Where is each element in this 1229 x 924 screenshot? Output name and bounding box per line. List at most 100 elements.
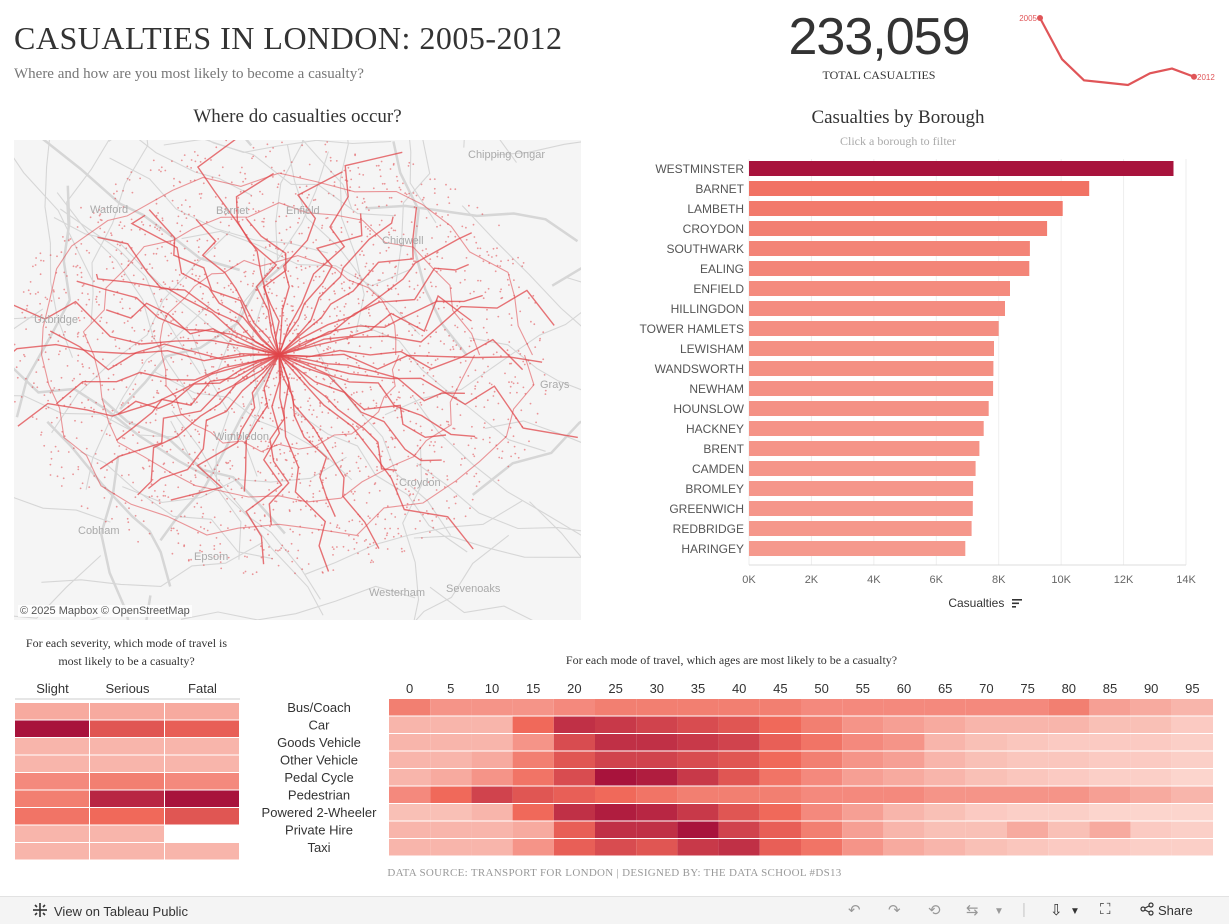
- age-cell[interactable]: [718, 699, 760, 716]
- age-cell[interactable]: [677, 804, 719, 821]
- borough-bar[interactable]: [749, 401, 989, 416]
- age-cell[interactable]: [1048, 699, 1090, 716]
- borough-bar[interactable]: [749, 301, 1005, 316]
- age-cell[interactable]: [1171, 734, 1213, 751]
- mode-row-label[interactable]: Pedal Cycle: [284, 770, 353, 785]
- borough-bar[interactable]: [749, 541, 966, 556]
- age-cell[interactable]: [1130, 734, 1172, 751]
- severity-cell[interactable]: [15, 790, 89, 808]
- age-cell[interactable]: [553, 751, 595, 769]
- borough-label[interactable]: ENFIELD: [693, 282, 744, 296]
- borough-bar[interactable]: [749, 381, 994, 396]
- age-cell[interactable]: [1007, 821, 1049, 839]
- age-cell[interactable]: [965, 821, 1007, 839]
- age-cell[interactable]: [1089, 821, 1131, 839]
- age-cell[interactable]: [1089, 786, 1131, 804]
- fullscreen-icon[interactable]: ⛶: [1100, 901, 1111, 918]
- severity-cell[interactable]: [165, 825, 239, 843]
- download-dropdown-icon[interactable]: ▼: [1070, 906, 1080, 917]
- borough-label[interactable]: WANDSWORTH: [655, 362, 744, 376]
- severity-cell[interactable]: [15, 808, 89, 825]
- age-cell[interactable]: [842, 804, 884, 821]
- severity-cell[interactable]: [90, 738, 164, 755]
- age-cell[interactable]: [636, 786, 678, 804]
- age-cell[interactable]: [553, 839, 595, 856]
- age-cell[interactable]: [1007, 734, 1049, 751]
- age-cell[interactable]: [512, 804, 554, 821]
- age-cell[interactable]: [718, 734, 760, 751]
- age-cell[interactable]: [389, 751, 431, 769]
- age-cell[interactable]: [636, 699, 678, 716]
- age-cell[interactable]: [553, 699, 595, 716]
- borough-label[interactable]: HARINGEY: [681, 542, 744, 556]
- age-cell[interactable]: [759, 821, 801, 839]
- age-cell[interactable]: [1171, 839, 1213, 856]
- borough-bar[interactable]: [749, 201, 1063, 216]
- age-cell[interactable]: [965, 751, 1007, 769]
- age-cell[interactable]: [965, 716, 1007, 734]
- age-cell[interactable]: [389, 821, 431, 839]
- age-cell[interactable]: [1007, 769, 1049, 786]
- severity-cell[interactable]: [165, 755, 239, 773]
- age-cell[interactable]: [595, 734, 637, 751]
- age-cell[interactable]: [595, 751, 637, 769]
- age-cell[interactable]: [512, 769, 554, 786]
- age-cell[interactable]: [430, 839, 472, 856]
- severity-cell[interactable]: [90, 843, 164, 860]
- undo-icon[interactable]: ↶: [848, 902, 861, 919]
- severity-cell[interactable]: [15, 825, 89, 843]
- age-cell[interactable]: [801, 734, 843, 751]
- age-cell[interactable]: [801, 821, 843, 839]
- age-cell[interactable]: [553, 821, 595, 839]
- age-cell[interactable]: [1007, 716, 1049, 734]
- age-cell[interactable]: [553, 716, 595, 734]
- age-cell[interactable]: [430, 734, 472, 751]
- age-cell[interactable]: [471, 804, 513, 821]
- borough-bar[interactable]: [749, 221, 1048, 236]
- borough-bar[interactable]: [749, 521, 972, 536]
- borough-bar[interactable]: [749, 441, 980, 456]
- age-cell[interactable]: [1089, 734, 1131, 751]
- age-cell[interactable]: [924, 716, 966, 734]
- view-on-tableau-link[interactable]: View on Tableau Public: [32, 902, 188, 921]
- borough-label[interactable]: WESTMINSTER: [655, 162, 744, 176]
- age-cell[interactable]: [677, 839, 719, 856]
- age-cell[interactable]: [883, 821, 925, 839]
- age-cell[interactable]: [1048, 804, 1090, 821]
- borough-bar[interactable]: [749, 281, 1010, 296]
- mode-row-label[interactable]: Bus/Coach: [287, 700, 351, 715]
- age-cell[interactable]: [1089, 804, 1131, 821]
- age-cell[interactable]: [677, 821, 719, 839]
- age-cell[interactable]: [1130, 699, 1172, 716]
- age-cell[interactable]: [1089, 699, 1131, 716]
- age-cell[interactable]: [512, 734, 554, 751]
- age-cell[interactable]: [1171, 786, 1213, 804]
- age-cell[interactable]: [1048, 716, 1090, 734]
- age-cell[interactable]: [636, 839, 678, 856]
- severity-cell[interactable]: [15, 703, 89, 720]
- severity-cell[interactable]: [165, 843, 239, 860]
- age-cell[interactable]: [883, 769, 925, 786]
- age-cell[interactable]: [1171, 804, 1213, 821]
- age-cell[interactable]: [595, 821, 637, 839]
- age-cell[interactable]: [883, 786, 925, 804]
- age-cell[interactable]: [1171, 821, 1213, 839]
- age-cell[interactable]: [801, 839, 843, 856]
- age-cell[interactable]: [1130, 716, 1172, 734]
- borough-label[interactable]: BARNET: [695, 182, 744, 196]
- age-cell[interactable]: [842, 786, 884, 804]
- severity-cell[interactable]: [15, 738, 89, 755]
- severity-cell[interactable]: [90, 825, 164, 843]
- age-cell[interactable]: [553, 734, 595, 751]
- age-cell[interactable]: [1007, 804, 1049, 821]
- severity-heatmap[interactable]: Slight Serious Fatal: [14, 680, 242, 860]
- age-cell[interactable]: [430, 786, 472, 804]
- sparkline-start-point[interactable]: [1037, 15, 1043, 21]
- severity-cell[interactable]: [15, 720, 89, 738]
- borough-bar[interactable]: [749, 501, 973, 516]
- age-cell[interactable]: [883, 716, 925, 734]
- age-cell[interactable]: [965, 839, 1007, 856]
- age-cell[interactable]: [801, 751, 843, 769]
- age-cell[interactable]: [1007, 699, 1049, 716]
- severity-cell[interactable]: [90, 790, 164, 808]
